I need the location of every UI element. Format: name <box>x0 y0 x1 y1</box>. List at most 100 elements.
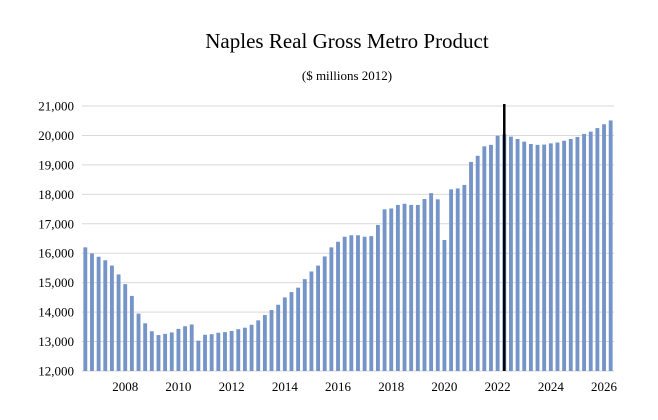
bar <box>209 334 214 371</box>
x-tick-label: 2022 <box>485 379 511 394</box>
y-tick-label: 19,000 <box>38 157 74 172</box>
bar <box>449 189 454 371</box>
bar <box>282 297 287 371</box>
bar <box>189 324 194 371</box>
y-tick-label: 12,000 <box>38 364 74 379</box>
bar <box>568 138 573 371</box>
bar <box>522 141 527 371</box>
x-tick-label: 2016 <box>325 379 352 394</box>
bar <box>562 140 567 371</box>
x-tick-label: 2010 <box>165 379 191 394</box>
bar <box>455 188 460 371</box>
bar <box>329 247 334 371</box>
bar <box>262 315 267 371</box>
y-tick-label: 13,000 <box>38 334 74 349</box>
x-tick-label: 2026 <box>591 379 618 394</box>
bar <box>289 292 294 371</box>
bar <box>256 320 261 371</box>
bar <box>369 236 374 371</box>
bar <box>316 265 321 371</box>
bar <box>588 131 593 371</box>
bar <box>422 199 427 371</box>
bar <box>249 324 254 371</box>
bar <box>129 295 134 371</box>
bar <box>435 199 440 371</box>
bar <box>482 146 487 371</box>
bar <box>495 135 500 371</box>
bar <box>515 138 520 371</box>
y-tick-label: 14,000 <box>38 305 74 320</box>
bar <box>203 334 207 371</box>
bar <box>143 323 148 371</box>
bar <box>276 304 281 371</box>
x-tick-label: 2012 <box>219 379 245 394</box>
y-tick-label: 16,000 <box>38 246 74 261</box>
bar <box>395 204 400 371</box>
bar <box>123 284 128 371</box>
bar <box>415 204 420 371</box>
bar <box>156 335 161 371</box>
bar <box>409 204 414 371</box>
chart-subtitle: ($ millions 2012) <box>302 68 392 83</box>
bar <box>429 193 434 371</box>
bar <box>242 327 247 371</box>
y-tick-label: 18,000 <box>38 187 74 202</box>
bar <box>602 124 606 371</box>
bar <box>90 253 94 371</box>
y-tick-label: 15,000 <box>38 275 74 290</box>
bar <box>375 224 380 371</box>
bar <box>229 330 234 371</box>
y-tick-label: 17,000 <box>38 216 74 231</box>
bar <box>382 209 387 371</box>
bar <box>555 142 560 371</box>
y-axis-ticks: 12,000 13,000 14,000 15,000 16,000 17,000 18,0… <box>38 99 74 379</box>
bar <box>103 260 108 371</box>
bar <box>96 256 101 371</box>
x-tick-label: 2014 <box>272 379 299 394</box>
bar <box>442 239 447 371</box>
bar <box>336 241 340 371</box>
bar <box>169 332 174 371</box>
x-tick-label: 2020 <box>431 379 457 394</box>
bar <box>322 256 327 371</box>
bar <box>542 144 547 371</box>
x-tick-label: 2008 <box>112 379 138 394</box>
bar <box>462 184 467 371</box>
bar <box>575 136 580 371</box>
bar <box>595 128 600 371</box>
bar <box>528 143 533 371</box>
gridlines <box>82 105 614 372</box>
bar <box>309 271 314 371</box>
bar <box>402 203 407 371</box>
bar <box>269 310 274 371</box>
bar <box>183 326 188 371</box>
bar <box>149 331 154 371</box>
bar <box>389 208 394 371</box>
bar <box>223 332 227 371</box>
bar <box>362 236 367 371</box>
bar <box>342 236 347 371</box>
bar <box>608 120 613 371</box>
x-tick-label: 2018 <box>378 379 404 394</box>
chart-title: Naples Real Gross Metro Product <box>205 29 489 53</box>
y-tick-label: 20,000 <box>38 128 74 143</box>
bar <box>163 333 168 371</box>
x-tick-label: 2024 <box>538 379 565 394</box>
bar <box>216 332 221 371</box>
bar <box>176 328 181 371</box>
bar <box>136 313 141 371</box>
bar <box>548 143 553 371</box>
bar <box>475 155 480 371</box>
bar <box>236 329 241 371</box>
bar <box>582 133 587 371</box>
bar <box>296 287 301 371</box>
bar <box>116 274 121 371</box>
bar <box>349 235 354 371</box>
bars <box>83 120 613 371</box>
bar <box>489 144 493 371</box>
y-tick-label: 21,000 <box>38 99 74 114</box>
bar <box>508 136 513 371</box>
bar <box>535 144 540 371</box>
bar <box>469 161 473 371</box>
